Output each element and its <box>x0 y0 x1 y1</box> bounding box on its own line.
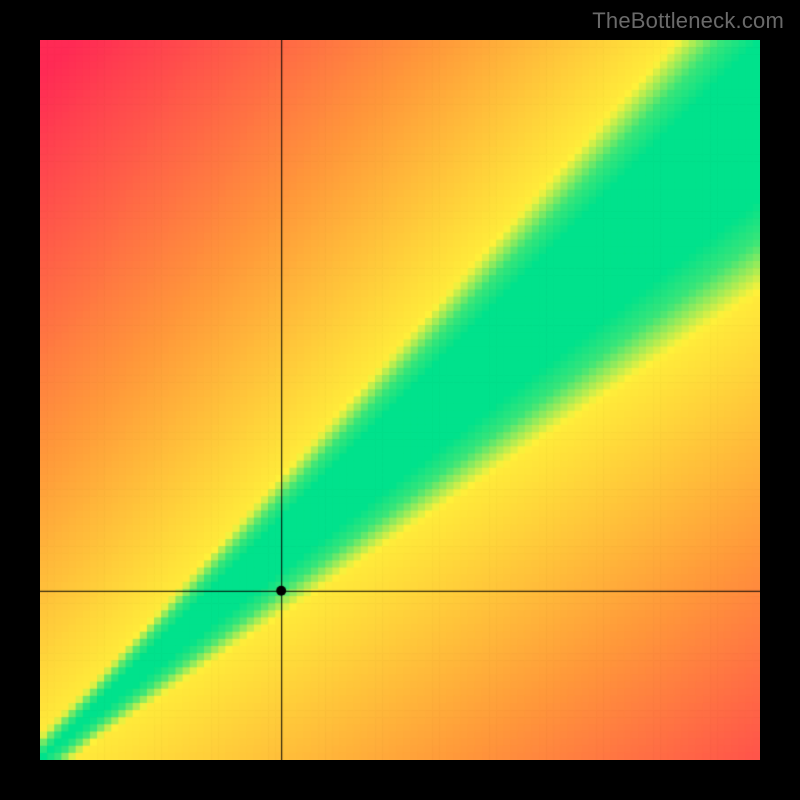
heatmap-plot <box>40 40 760 760</box>
watermark: TheBottleneck.com <box>592 8 784 34</box>
heatmap-canvas <box>40 40 760 760</box>
